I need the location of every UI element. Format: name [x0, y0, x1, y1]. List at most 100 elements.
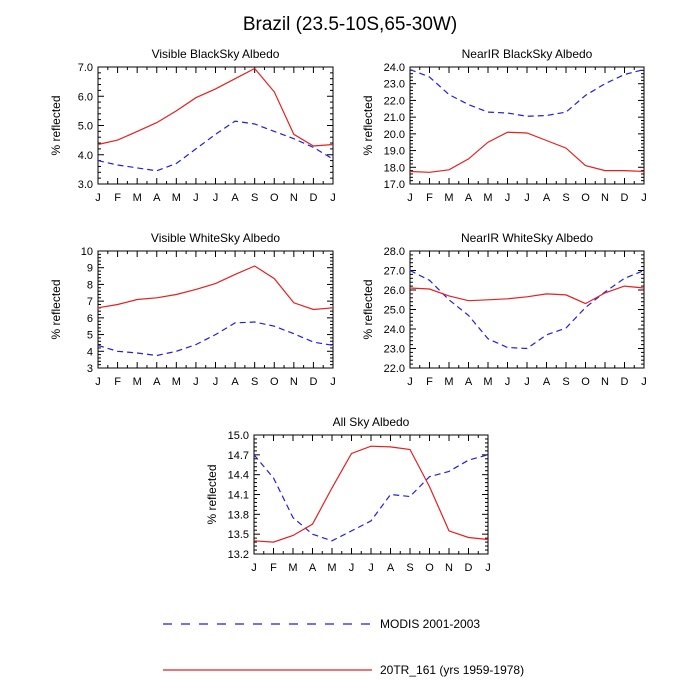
x-tick-label: J — [524, 376, 530, 388]
x-tick-label: N — [601, 376, 609, 388]
x-tick-label: J — [407, 376, 413, 388]
x-tick-label: A — [309, 562, 317, 574]
y-tick-label: 4 — [87, 346, 93, 358]
model-series-line — [97, 265, 334, 311]
y-axis-label: % reflected — [361, 279, 375, 339]
x-tick-label: A — [153, 376, 161, 388]
x-tick-label: N — [290, 376, 298, 388]
x-tick-label: O — [270, 192, 279, 204]
y-tick-label: 6 — [87, 313, 93, 325]
x-tick-label: S — [251, 376, 258, 388]
y-tick-label: 24.0 — [384, 62, 405, 74]
legend: MODIS 2001-2003 20TR_161 (yrs 1959-1978) — [163, 617, 524, 677]
plot-frame — [253, 434, 489, 555]
plot-frame — [97, 250, 334, 369]
y-tick-label: 14.1 — [228, 490, 249, 502]
y-tick-label: 6.0 — [78, 91, 93, 103]
x-tick-label: J — [95, 192, 101, 204]
x-tick-label: D — [621, 192, 629, 204]
x-tick-label: N — [290, 192, 298, 204]
y-tick-label: 19.0 — [384, 146, 405, 158]
y-tick-label: 14.4 — [228, 470, 249, 482]
x-tick-label: S — [251, 192, 258, 204]
y-tick-label: 8 — [87, 279, 93, 291]
x-tick-label: D — [309, 192, 317, 204]
x-tick-label: J — [524, 192, 530, 204]
x-tick-label: M — [483, 376, 492, 388]
x-tick-label: M — [444, 192, 453, 204]
x-tick-label: J — [641, 376, 647, 388]
y-tick-label: 23.0 — [384, 79, 405, 91]
x-tick-label: D — [465, 562, 473, 574]
y-tick-label: 10 — [81, 246, 93, 258]
legend-label: MODIS 2001-2003 — [380, 617, 480, 631]
x-tick-label: A — [465, 376, 473, 388]
x-tick-label: M — [172, 192, 181, 204]
y-tick-label: 28.0 — [384, 246, 405, 258]
y-tick-label: 13.8 — [228, 509, 249, 521]
x-tick-label: A — [543, 192, 551, 204]
y-tick-label: 22.0 — [384, 363, 405, 375]
x-tick-label: J — [641, 192, 647, 204]
x-tick-label: A — [387, 562, 395, 574]
y-tick-label: 3 — [87, 363, 93, 375]
y-tick-label: 24.0 — [384, 324, 405, 336]
modis-series-line — [97, 321, 334, 357]
x-tick-label: O — [581, 376, 590, 388]
x-tick-label: J — [349, 562, 355, 574]
x-tick-label: J — [407, 192, 413, 204]
y-tick-label: 5.0 — [78, 121, 93, 133]
x-tick-label: M — [327, 562, 336, 574]
x-tick-label: J — [330, 192, 336, 204]
x-tick-label: O — [581, 192, 590, 204]
y-tick-label: 18.0 — [384, 162, 405, 174]
x-tick-label: N — [445, 562, 453, 574]
x-tick-label: O — [270, 376, 279, 388]
y-tick-label: 3.0 — [78, 179, 93, 191]
x-tick-label: S — [562, 376, 569, 388]
x-tick-label: M — [483, 192, 492, 204]
x-tick-label: F — [426, 192, 433, 204]
x-tick-label: M — [133, 376, 142, 388]
x-tick-label: A — [231, 376, 239, 388]
y-tick-label: 26.0 — [384, 285, 405, 297]
x-tick-label: J — [213, 192, 219, 204]
y-axis-label: % reflected — [49, 279, 63, 339]
x-tick-label: M — [133, 192, 142, 204]
x-tick-label: S — [406, 562, 413, 574]
x-tick-label: J — [505, 192, 511, 204]
y-tick-label: 25.0 — [384, 305, 405, 317]
x-tick-label: M — [288, 562, 297, 574]
figure-title: Brazil (23.5-10S,65-30W) — [243, 14, 457, 35]
y-tick-label: 21.0 — [384, 112, 405, 124]
plot-frame — [409, 66, 645, 185]
x-tick-label: J — [251, 562, 257, 574]
x-tick-label: N — [601, 192, 609, 204]
y-tick-label: 15.0 — [228, 430, 249, 442]
y-tick-label: 5 — [87, 330, 93, 342]
x-tick-label: A — [543, 376, 551, 388]
y-tick-label: 23.0 — [384, 344, 405, 356]
panel-title: NearIR BlackSky Albedo — [462, 47, 593, 61]
model-series-line — [97, 67, 334, 147]
y-axis-label: % reflected — [205, 464, 219, 524]
y-tick-label: 9 — [87, 263, 93, 275]
y-tick-label: 17.0 — [384, 179, 405, 191]
modis-series-line — [409, 68, 645, 117]
y-tick-label: 7 — [87, 296, 93, 308]
x-tick-label: J — [505, 376, 511, 388]
x-tick-label: S — [562, 192, 569, 204]
x-tick-label: A — [231, 192, 239, 204]
x-tick-label: D — [621, 376, 629, 388]
y-axis-label: % reflected — [49, 95, 63, 155]
x-tick-label: D — [309, 376, 317, 388]
modis-series-line — [97, 120, 334, 172]
x-tick-label: J — [368, 562, 374, 574]
y-tick-label: 27.0 — [384, 266, 405, 278]
